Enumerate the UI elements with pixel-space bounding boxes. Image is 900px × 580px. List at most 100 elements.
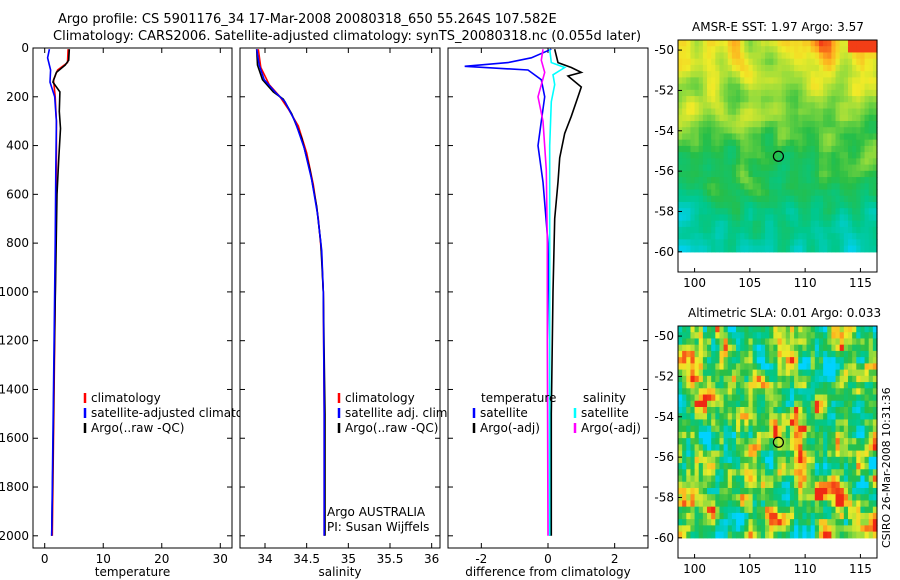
sla_map-cell (798, 456, 803, 464)
sst_map-cell (723, 133, 729, 141)
sla_map-cell (731, 400, 737, 408)
sst_map-cell (839, 183, 845, 191)
sst_map-cell (740, 120, 745, 128)
sla_map-cell (715, 531, 721, 539)
sst_map-cell (760, 77, 766, 85)
sla_map-cell (678, 469, 683, 477)
sla_map-cell (744, 369, 750, 377)
sst_map-cell (715, 108, 721, 116)
sla_map-cell (835, 525, 841, 533)
sla_map-cell (818, 463, 824, 470)
sst_map-cell (723, 71, 729, 78)
sla_map-cell (736, 431, 741, 439)
sst_map-cell (868, 208, 874, 216)
sst_map-cell (794, 46, 799, 54)
sla_map-cell (839, 375, 845, 383)
sst_map-cell (839, 226, 845, 234)
sla_map-cell (698, 463, 704, 470)
sla_map-cell (789, 438, 795, 445)
sla_map-cell (839, 357, 845, 364)
sla_map-cell (818, 425, 824, 433)
sla_map-cell (690, 531, 696, 539)
sst_map-cell (860, 239, 866, 247)
sla_map-cell (773, 425, 779, 433)
sla_map-cell (852, 350, 857, 358)
sla_map-cell (868, 475, 874, 483)
sst_map-cell (678, 114, 683, 122)
sla_map-cell (719, 382, 725, 389)
sla_map-cell (831, 487, 837, 495)
sst_map-cell (864, 220, 870, 228)
sst_map-cell (839, 114, 845, 122)
sst_map-cell (752, 83, 758, 91)
sst_map-cell (814, 145, 820, 153)
sla_map-cell (731, 469, 737, 477)
sla_map-cell (781, 531, 787, 539)
sst_map-cell (847, 214, 853, 222)
sst_map-cell (868, 52, 874, 60)
sla_map-cell (843, 338, 849, 346)
sst_map-cell (727, 64, 733, 72)
sst_map-cell (731, 58, 737, 66)
sla_map-cell (868, 506, 874, 514)
sla_map-cell (711, 531, 716, 539)
sst_map-cell (765, 71, 770, 78)
sst_map-cell (715, 96, 721, 103)
sst_map-cell (719, 58, 725, 66)
sla_map-cell (802, 369, 808, 377)
sst_map-cell (823, 233, 828, 240)
sst_map-cell (868, 177, 874, 184)
sst_map-cell (736, 89, 741, 97)
sla_map-cell (698, 326, 704, 333)
sst_map-cell (694, 233, 700, 240)
sst_map-cell (773, 77, 779, 85)
sla_map-cell (831, 481, 837, 489)
sst_map-cell (678, 233, 683, 240)
sla_map-cell (860, 394, 866, 402)
sla_map-cell (678, 506, 683, 514)
sla_map-cell (682, 413, 687, 421)
sla_map-cell (856, 382, 862, 389)
sla_map-cell (752, 444, 758, 452)
sst_map-cell (856, 245, 862, 253)
sla_map-cell (777, 338, 783, 346)
sst_map-cell (769, 64, 774, 72)
sst_map-cell (852, 195, 857, 203)
sst_map-cell (806, 108, 812, 116)
sst_map-cell (864, 46, 870, 54)
sst_map-cell (748, 145, 754, 153)
sst_map-cell (831, 108, 837, 116)
sla_map-cell (810, 363, 816, 371)
sla_map-cell (835, 338, 841, 346)
sla_map-cell (802, 475, 808, 483)
sla_map-cell (860, 519, 866, 526)
sst_map-cell (818, 239, 824, 247)
sst_map-cell (785, 83, 791, 91)
sst_map-cell (814, 183, 820, 191)
sst_map-cell (789, 71, 795, 78)
sla_map-cell (860, 431, 866, 439)
sst_map-cell (736, 133, 741, 141)
sla_map-cell (678, 344, 683, 352)
sla_map-cell (756, 406, 762, 414)
sst_map-cell (748, 158, 754, 166)
sla_map-cell (839, 394, 845, 402)
sst_map-cell (765, 201, 770, 209)
sla_map-cell (731, 438, 737, 445)
sst_map-cell (719, 145, 725, 153)
sst_map-cell (868, 96, 874, 103)
sst_map-cell (723, 195, 729, 203)
sla_map-cell (707, 388, 712, 396)
sla_map-cell (719, 463, 725, 470)
sst_map-cell (810, 220, 816, 228)
sst_map-cell (731, 114, 737, 122)
sla_map-cell (806, 531, 812, 539)
sst_map-cell (798, 214, 803, 222)
sla_map-cell (756, 525, 762, 533)
sst_map-cell (798, 64, 803, 72)
sst_map-cell (727, 152, 733, 159)
sla_map-cell (802, 456, 808, 464)
sst_map-cell (748, 189, 754, 197)
sla_map-cell (864, 382, 870, 389)
sla_map-cell (702, 400, 708, 408)
